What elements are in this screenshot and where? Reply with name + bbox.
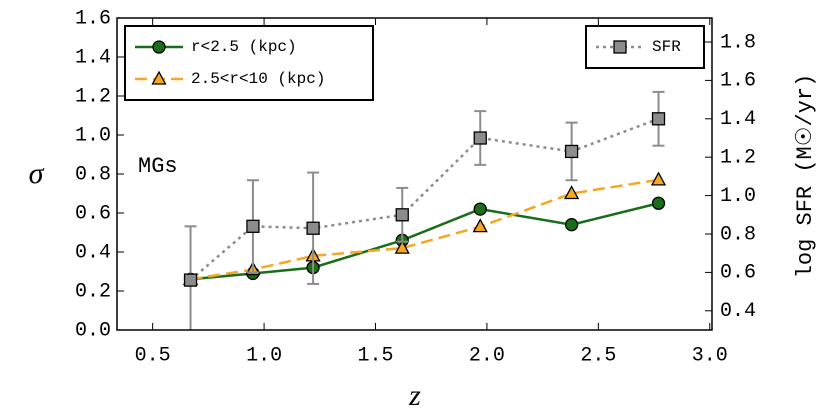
series-line bbox=[190, 178, 659, 281]
x-tick-label: 1.0 bbox=[246, 344, 282, 367]
x-tick-label: 2.5 bbox=[580, 344, 616, 367]
legend-marker bbox=[613, 40, 627, 54]
y-tick-label: 1.0 bbox=[75, 124, 111, 147]
plot-frame bbox=[116, 17, 713, 331]
x-tick-label: 3.0 bbox=[692, 344, 728, 367]
marker bbox=[473, 131, 487, 145]
y2-tick-label: 1.8 bbox=[720, 31, 756, 54]
y-tick-label: 0.2 bbox=[75, 280, 111, 303]
legend-marker bbox=[151, 70, 167, 85]
marker bbox=[183, 273, 198, 287]
x-tick-label: 1.5 bbox=[357, 344, 393, 367]
marker bbox=[473, 202, 487, 216]
marker bbox=[246, 219, 260, 233]
legend-label: r<2.5 (kpc) bbox=[191, 38, 297, 56]
marker bbox=[564, 185, 580, 200]
y2-tick-label: 1.2 bbox=[720, 146, 756, 169]
marker bbox=[394, 239, 410, 254]
legend: SFR bbox=[585, 25, 705, 69]
y-tick-label: 0.8 bbox=[75, 163, 111, 186]
series bbox=[183, 90, 666, 330]
marker bbox=[395, 208, 409, 222]
y-tick-label: 1.6 bbox=[75, 7, 111, 30]
marker bbox=[306, 221, 320, 235]
y-axis-label: σ bbox=[29, 157, 45, 190]
legend-label: 2.5<r<10 (kpc) bbox=[191, 70, 325, 88]
series-line bbox=[189, 117, 659, 282]
x-axis-label: z bbox=[408, 379, 421, 412]
annotation: MGs bbox=[138, 154, 178, 179]
marker bbox=[650, 171, 667, 186]
marker bbox=[564, 218, 579, 232]
marker bbox=[472, 218, 488, 233]
y-tick-label: 1.4 bbox=[75, 46, 111, 69]
y-tick-label: 0.4 bbox=[75, 241, 111, 264]
y2-tick-label: 1.6 bbox=[720, 70, 756, 93]
x-tick-label: 0.5 bbox=[135, 344, 171, 367]
marker bbox=[564, 144, 579, 159]
y2-tick-label: 0.4 bbox=[720, 300, 756, 323]
legend-marker bbox=[152, 40, 166, 54]
legend-box bbox=[124, 25, 374, 101]
y2-tick-label: 0.6 bbox=[720, 262, 756, 285]
y2-tick-label: 1.4 bbox=[720, 108, 756, 131]
y-tick-label: 0.6 bbox=[75, 202, 111, 225]
y-tick-label: 0.0 bbox=[75, 319, 111, 342]
y2-tick-label: 0.8 bbox=[720, 223, 756, 246]
y-tick-label: 1.2 bbox=[75, 85, 111, 108]
legend: r<2.5 (kpc) 2.5<r<10 (kpc) bbox=[124, 25, 374, 101]
marker bbox=[651, 112, 666, 126]
x-tick-label: 2.0 bbox=[469, 344, 505, 367]
y2-tick-label: 1.0 bbox=[720, 185, 756, 208]
marker bbox=[651, 196, 666, 210]
y2-axis-label: log SFR (M☉/yr) bbox=[793, 74, 818, 279]
legend-label: SFR bbox=[652, 38, 681, 56]
